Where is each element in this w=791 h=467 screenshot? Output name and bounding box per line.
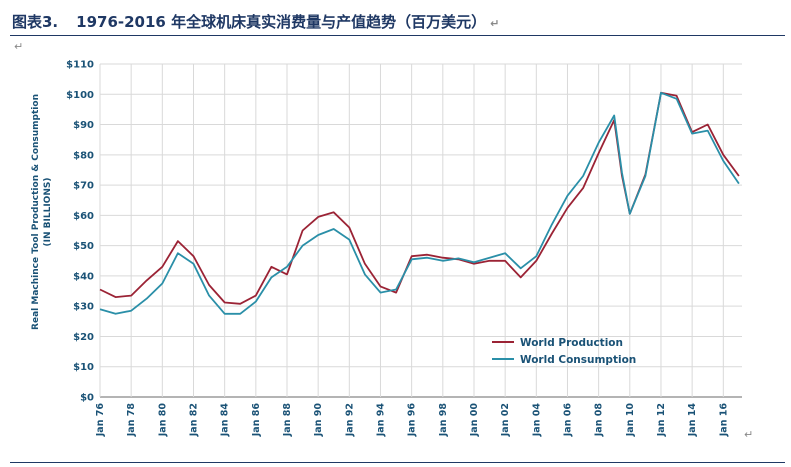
y-axis-unit: (IN BILLIONS) xyxy=(43,178,53,247)
y-tick-label: $10 xyxy=(73,362,94,373)
title-rule xyxy=(10,35,785,36)
x-tick-label: Jan 16 xyxy=(718,403,729,438)
y-tick-label: $60 xyxy=(73,211,94,222)
series xyxy=(99,91,740,315)
x-tick-label: Jan 88 xyxy=(282,403,293,438)
x-tick-label: Jan 94 xyxy=(375,403,386,438)
x-tick-label: Jan 04 xyxy=(531,403,542,438)
x-tick-label: Jan 10 xyxy=(625,403,636,438)
y-tick-label: $40 xyxy=(73,271,94,282)
x-tick-label: Jan 76 xyxy=(95,403,106,438)
bottom-rule xyxy=(10,462,785,463)
x-tick-label: Jan 02 xyxy=(500,403,511,437)
y-tick-label: $50 xyxy=(73,241,94,252)
x-axis-ticks: Jan 76 Jan 78 Jan 80 Jan 82 Jan 84 Jan 86 Jan … xyxy=(95,403,729,438)
x-tick-label: Jan 92 xyxy=(344,403,355,437)
y-tick-label: $0 xyxy=(80,393,94,404)
x-tick-label: Jan 80 xyxy=(157,403,168,438)
figure-title: 图表3. 1976-2016 年全球机床真实消费量与产值趋势（百万美元） ↵ xyxy=(12,11,499,32)
x-tick-label: Jan 96 xyxy=(407,403,418,438)
x-tick-label: Jan 82 xyxy=(188,403,199,437)
x-tick-label: Jan 08 xyxy=(594,403,605,438)
y-tick-label: $110 xyxy=(66,60,94,71)
x-tick-label: Jan 98 xyxy=(438,403,449,438)
x-tick-label: Jan 78 xyxy=(126,403,137,438)
x-tick-label: Jan 14 xyxy=(687,403,698,438)
y-axis-title: Real Machince Tool Production & Consumpt… xyxy=(31,94,41,330)
legend: World Production World Consumption xyxy=(492,337,636,366)
figure-caption: 1976-2016 年全球机床真实消费量与产值趋势（百万美元） xyxy=(76,13,487,31)
legend-production-label: World Production xyxy=(520,337,623,349)
x-tick-label: Jan 00 xyxy=(469,403,480,438)
paragraph-mark: ↵ xyxy=(490,17,500,30)
x-tick-label: Jan 90 xyxy=(313,403,324,438)
grid xyxy=(99,63,742,398)
paragraph-mark: ↵ xyxy=(744,428,754,441)
y-tick-label: $70 xyxy=(73,181,94,192)
paragraph-mark: ↵ xyxy=(14,40,24,53)
figure-number: 图表3. xyxy=(12,13,59,31)
x-tick-label: Jan 86 xyxy=(251,403,262,438)
world-consumption-line xyxy=(99,91,740,315)
x-tick-label: Jan 12 xyxy=(656,403,667,437)
y-tick-label: $100 xyxy=(66,90,94,101)
legend-consumption-label: World Consumption xyxy=(520,354,636,366)
y-tick-label: $80 xyxy=(73,150,94,161)
y-axis-ticks: $0 $10 $20 $30 $40 $50 $60 $70 $80 $90 $100 $110 xyxy=(66,60,94,404)
y-tick-label: $90 xyxy=(73,120,94,131)
x-tick-label: Jan 06 xyxy=(562,403,573,438)
y-tick-label: $30 xyxy=(73,302,94,313)
y-tick-label: $20 xyxy=(73,332,94,343)
x-tick-label: Jan 84 xyxy=(220,403,231,438)
